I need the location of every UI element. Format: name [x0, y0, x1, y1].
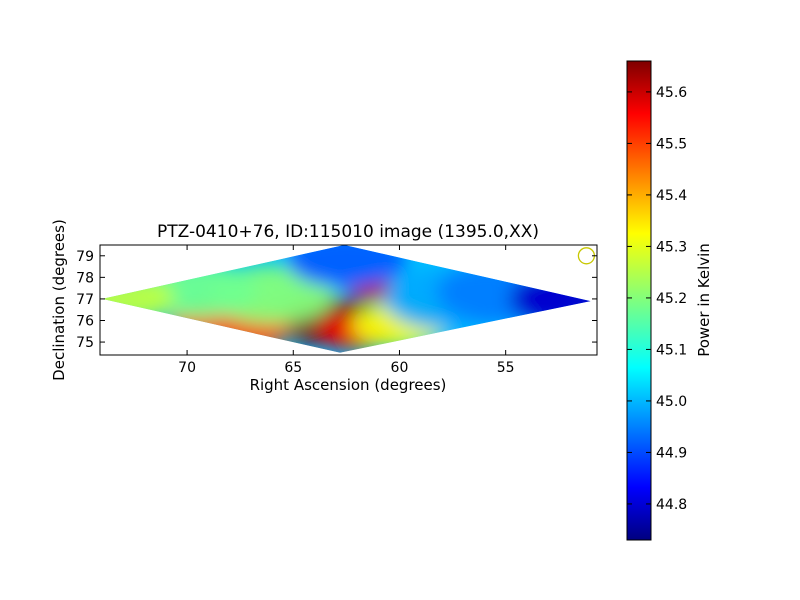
y-axis-ticks: 75 76 77 78 79	[76, 249, 597, 351]
y-tick-label: 78	[76, 270, 94, 286]
colorbar	[626, 60, 652, 541]
heatmap-cell	[436, 260, 575, 325]
y-tick-label: 77	[76, 292, 94, 308]
y-tick-label: 79	[76, 249, 94, 265]
colorbar-tick-label: 45.6	[656, 85, 687, 101]
colorbar-tick-label: 45.3	[656, 239, 687, 255]
colorbar-label: Power in Kelvin	[695, 243, 713, 357]
colorbar-tick-label: 45.0	[656, 394, 687, 410]
y-tick-label: 75	[76, 335, 94, 351]
colorbar-tick-label: 44.9	[656, 445, 687, 461]
y-axis-label: Declination (degrees)	[50, 219, 68, 381]
y-tick-label: 76	[76, 313, 94, 329]
x-tick-label: 70	[178, 360, 196, 376]
plot-area	[102, 245, 596, 353]
plot-frame	[99, 244, 598, 356]
x-axis-label: Right Ascension (degrees)	[250, 376, 447, 394]
colorbar-tick-label: 45.4	[656, 188, 687, 204]
heatmap-coverage	[102, 245, 591, 353]
colorbar-tick-label: 45.5	[656, 136, 687, 152]
colorbar-ticks: 44.8 44.9 45.0 45.1 45.2 45.3 45.4 45.5 45.6	[627, 85, 687, 513]
x-tick-label: 65	[284, 360, 302, 376]
colorbar-tick-label: 44.8	[656, 497, 687, 513]
chart-title: PTZ-0410+76, ID:115010 image (1395.0,XX)	[157, 222, 539, 242]
colorbar-tick-label: 45.2	[656, 291, 687, 307]
colorbar-tick-label: 45.1	[656, 342, 687, 358]
heatmap-cell	[509, 270, 591, 327]
x-axis-ticks: 70 65 60 55	[178, 245, 515, 376]
x-tick-label: 55	[497, 360, 515, 376]
x-tick-label: 60	[391, 360, 409, 376]
